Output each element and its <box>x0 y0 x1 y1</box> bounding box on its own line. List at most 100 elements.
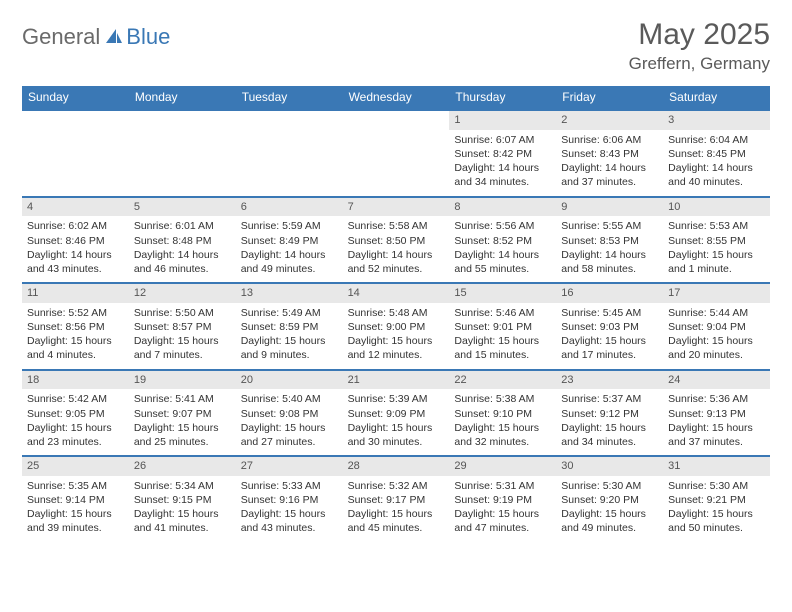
day-cell: 12Sunrise: 5:50 AMSunset: 8:57 PMDayligh… <box>129 284 236 369</box>
day-number: 3 <box>663 111 770 130</box>
day-cell: 1Sunrise: 6:07 AMSunset: 8:42 PMDaylight… <box>449 111 556 196</box>
sunrise-text: Sunrise: 5:44 AM <box>668 306 765 320</box>
day-cell: 11Sunrise: 5:52 AMSunset: 8:56 PMDayligh… <box>22 284 129 369</box>
sunset-text: Sunset: 9:17 PM <box>348 493 445 507</box>
day-cell: 25 Sunrise: 5:35 AMSunset: 9:14 PMDayligh… <box>22 457 129 542</box>
sunset-text: Sunset: 8:48 PM <box>134 234 231 248</box>
daylight-text: Daylight: 15 hours and 27 minutes. <box>241 421 338 449</box>
sunset-text: Sunset: 9:00 PM <box>348 320 445 334</box>
day-cell: 15Sunrise: 5:46 AMSunset: 9:01 PMDayligh… <box>449 284 556 369</box>
daylight-text: Daylight: 15 hours and 20 minutes. <box>668 334 765 362</box>
day-header: Tuesday <box>236 86 343 109</box>
day-header: Monday <box>129 86 236 109</box>
day-number: 8 <box>449 198 556 217</box>
day-cell: 6Sunrise: 5:59 AMSunset: 8:49 PMDaylight… <box>236 198 343 283</box>
sunrise-text: Sunrise: 5:58 AM <box>348 219 445 233</box>
day-cell: 8Sunrise: 5:56 AMSunset: 8:52 PMDaylight… <box>449 198 556 283</box>
sunrise-text: Sunrise: 5:49 AM <box>241 306 338 320</box>
day-header: Friday <box>556 86 663 109</box>
sunrise-text: Sunrise: 5:30 AM <box>668 479 765 493</box>
sunrise-text: Sunrise: 5:56 AM <box>454 219 551 233</box>
day-number: 24 <box>663 371 770 390</box>
logo: General Blue <box>22 18 170 50</box>
daylight-text: Daylight: 15 hours and 7 minutes. <box>134 334 231 362</box>
day-number: 21 <box>343 371 450 390</box>
day-number: 14 <box>343 284 450 303</box>
day-number: 26 <box>129 457 236 476</box>
sunset-text: Sunset: 8:59 PM <box>241 320 338 334</box>
sunset-text: Sunset: 9:01 PM <box>454 320 551 334</box>
daylight-text: Daylight: 15 hours and 30 minutes. <box>348 421 445 449</box>
sunset-text: Sunset: 8:50 PM <box>348 234 445 248</box>
daylight-text: Daylight: 15 hours and 45 minutes. <box>348 507 445 535</box>
day-number: 9 <box>556 198 663 217</box>
day-number: 4 <box>22 198 129 217</box>
daylight-text: Daylight: 14 hours and 52 minutes. <box>348 248 445 276</box>
day-number: 28 <box>343 457 450 476</box>
sunset-text: Sunset: 9:19 PM <box>454 493 551 507</box>
week-row: 18Sunrise: 5:42 AMSunset: 9:05 PMDayligh… <box>22 369 770 456</box>
sunset-text: Sunset: 9:14 PM <box>27 493 124 507</box>
sunset-text: Sunset: 9:07 PM <box>134 407 231 421</box>
daylight-text: Daylight: 15 hours and 39 minutes. <box>27 507 124 535</box>
sunset-text: Sunset: 9:12 PM <box>561 407 658 421</box>
sunrise-text: Sunrise: 5:42 AM <box>27 392 124 406</box>
sunset-text: Sunset: 8:55 PM <box>668 234 765 248</box>
sunrise-text: Sunrise: 6:07 AM <box>454 133 551 147</box>
daylight-text: Daylight: 14 hours and 34 minutes. <box>454 161 551 189</box>
day-cell: 26Sunrise: 5:34 AMSunset: 9:15 PMDayligh… <box>129 457 236 542</box>
daylight-text: Daylight: 15 hours and 32 minutes. <box>454 421 551 449</box>
sunrise-text: Sunrise: 5:55 AM <box>561 219 658 233</box>
daylight-text: Daylight: 14 hours and 37 minutes. <box>561 161 658 189</box>
sunrise-text: Sunrise: 5:41 AM <box>134 392 231 406</box>
day-cell: 10Sunrise: 5:53 AMSunset: 8:55 PMDayligh… <box>663 198 770 283</box>
sunrise-text: Sunrise: 5:30 AM <box>561 479 658 493</box>
daylight-text: Daylight: 15 hours and 47 minutes. <box>454 507 551 535</box>
day-number: 5 <box>129 198 236 217</box>
day-number: 29 <box>449 457 556 476</box>
daylight-text: Daylight: 15 hours and 34 minutes. <box>561 421 658 449</box>
day-cell: 31Sunrise: 5:30 AMSunset: 9:21 PMDayligh… <box>663 457 770 542</box>
sunrise-text: Sunrise: 5:34 AM <box>134 479 231 493</box>
day-number: 17 <box>663 284 770 303</box>
sunset-text: Sunset: 8:43 PM <box>561 147 658 161</box>
sunset-text: Sunset: 8:53 PM <box>561 234 658 248</box>
daylight-text: Daylight: 14 hours and 49 minutes. <box>241 248 338 276</box>
day-cell: 2Sunrise: 6:06 AMSunset: 8:43 PMDaylight… <box>556 111 663 196</box>
sunrise-text: Sunrise: 5:31 AM <box>454 479 551 493</box>
day-number: 6 <box>236 198 343 217</box>
day-number: 2 <box>556 111 663 130</box>
daylight-text: Daylight: 15 hours and 15 minutes. <box>454 334 551 362</box>
day-cell: 14 Sunrise: 5:48 AMSunset: 9:00 PMDayligh… <box>343 284 450 369</box>
daylight-text: Daylight: 15 hours and 12 minutes. <box>348 334 445 362</box>
sunrise-text: Sunrise: 5:48 AM <box>348 306 445 320</box>
sunrise-text: Sunrise: 5:59 AM <box>241 219 338 233</box>
sunrise-text: Sunrise: 5:32 AM <box>348 479 445 493</box>
day-cell: 18Sunrise: 5:42 AMSunset: 9:05 PMDayligh… <box>22 371 129 456</box>
sunset-text: Sunset: 8:57 PM <box>134 320 231 334</box>
title-block: May 2025 Greffern, Germany <box>629 18 770 74</box>
sunrise-text: Sunrise: 5:35 AM <box>27 479 124 493</box>
sunset-text: Sunset: 8:45 PM <box>668 147 765 161</box>
day-cell: 20Sunrise: 5:40 AMSunset: 9:08 PMDayligh… <box>236 371 343 456</box>
day-number: 30 <box>556 457 663 476</box>
sunrise-text: Sunrise: 5:50 AM <box>134 306 231 320</box>
sunset-text: Sunset: 9:09 PM <box>348 407 445 421</box>
day-number: 7 <box>343 198 450 217</box>
week-row: 1Sunrise: 6:07 AMSunset: 8:42 PMDaylight… <box>22 111 770 196</box>
sunset-text: Sunset: 9:04 PM <box>668 320 765 334</box>
sunrise-text: Sunrise: 5:53 AM <box>668 219 765 233</box>
sunrise-text: Sunrise: 5:46 AM <box>454 306 551 320</box>
day-cell <box>129 111 236 196</box>
week-row: 4Sunrise: 6:02 AMSunset: 8:46 PMDaylight… <box>22 196 770 283</box>
day-header: Saturday <box>663 86 770 109</box>
day-cell: 22Sunrise: 5:38 AMSunset: 9:10 PMDayligh… <box>449 371 556 456</box>
sunrise-text: Sunrise: 5:33 AM <box>241 479 338 493</box>
sunrise-text: Sunrise: 5:45 AM <box>561 306 658 320</box>
day-number: 25 <box>22 457 129 476</box>
sunset-text: Sunset: 9:10 PM <box>454 407 551 421</box>
header: General Blue May 2025 Greffern, Germany <box>22 18 770 74</box>
location: Greffern, Germany <box>629 54 770 74</box>
daylight-text: Daylight: 15 hours and 50 minutes. <box>668 507 765 535</box>
day-number: 19 <box>129 371 236 390</box>
